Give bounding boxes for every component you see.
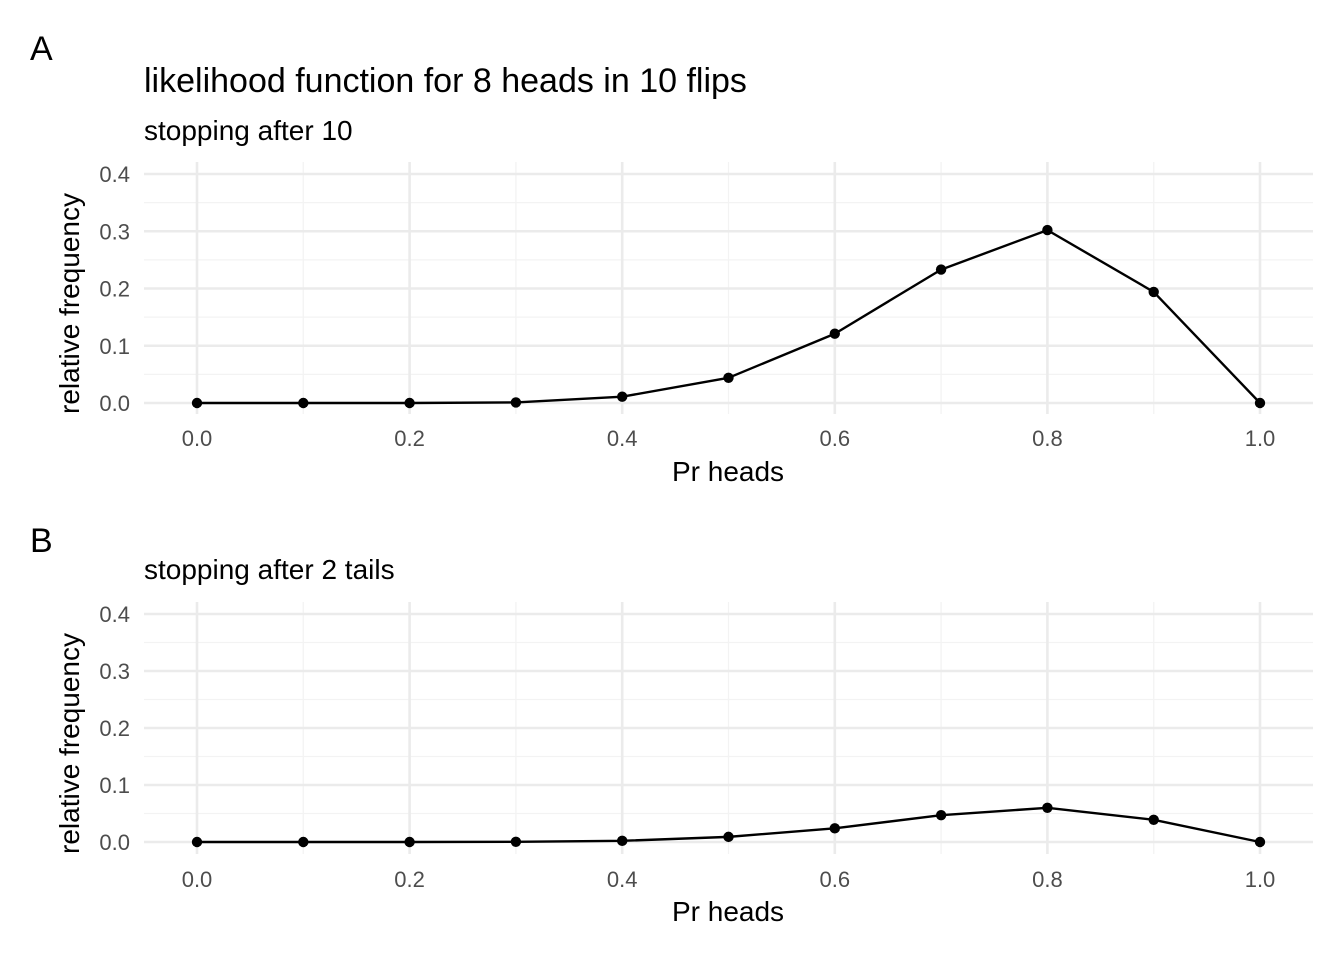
panel-a-x-axis-label: Pr heads [671, 456, 785, 487]
panel-b-x-axis-label: Pr heads [671, 896, 785, 927]
panel-a-y-tick-label: 0.2 [99, 277, 130, 302]
panel-a-data-point [723, 372, 734, 384]
panel-b-data-point [1148, 814, 1159, 825]
panel-b-x-tick-label: 0.8 [1032, 867, 1063, 892]
panel-a-data-point [617, 391, 628, 402]
panel-a-subtitle: stopping after 10 [144, 115, 353, 146]
panel-a-data-point [1042, 224, 1053, 236]
panel-a-x-tick-label: 0.6 [820, 426, 851, 451]
panel-a-data-point [298, 397, 309, 409]
panel-b-data-point [191, 836, 203, 848]
panel-b-y-tick-label: 0.2 [99, 716, 130, 741]
panel-a-data-point [191, 397, 203, 409]
panel-a-y-tick-label: 0.1 [99, 334, 130, 359]
panel-b-y-tick-label: 0.4 [99, 602, 130, 627]
panel-tag-a: A [30, 30, 53, 68]
panel-b-data-point [298, 836, 309, 848]
panel-tag-b: B [30, 522, 53, 560]
panel-b-x-tick-label: 0.2 [394, 867, 425, 892]
panel-b-x-tick-label: 1.0 [1245, 867, 1276, 892]
panel-b-y-tick-label: 0.1 [99, 773, 130, 798]
panel-a-x-tick-label: 0.2 [394, 426, 425, 451]
panel-b-data-point [1042, 802, 1053, 813]
panel-a-data-point [510, 397, 522, 408]
panel-a-data-point [829, 328, 840, 339]
panel-a-y-tick-label: 0.3 [99, 219, 130, 244]
panel-b-y-tick-label: 0.3 [99, 659, 130, 684]
panel-a-x-tick-label: 0.0 [182, 426, 213, 451]
panel-a-x-tick-label: 0.8 [1032, 426, 1063, 451]
panel-b-x-tick-label: 0.0 [182, 867, 213, 892]
panel-b-data-point [404, 836, 415, 848]
panel-a-y-tick-label: 0.0 [99, 391, 130, 416]
panel-a-data-point [1254, 397, 1266, 409]
panel-b-y-tick-label: 0.0 [99, 830, 130, 855]
panel-a-y-tick-label: 0.4 [99, 162, 130, 187]
panel-b-data-point [723, 831, 734, 843]
panel-a-data-point [1148, 286, 1159, 298]
panel-b-x-tick-label: 0.4 [607, 867, 638, 892]
chart-title: likelihood function for 8 heads in 10 fl… [144, 62, 747, 100]
panel-b-data-point [829, 823, 840, 834]
panel-b-data-point [935, 810, 947, 821]
panel-a-data-point [404, 397, 415, 409]
panel-a-x-tick-label: 1.0 [1245, 426, 1276, 451]
panel-a-data-point [935, 264, 947, 275]
panel-b-data-point [617, 835, 628, 847]
panel-b-subtitle: stopping after 2 tails [144, 554, 395, 585]
panel-b-data-point [510, 836, 522, 847]
panel-b-x-tick-label: 0.6 [820, 867, 851, 892]
panel-b-data-point [1254, 836, 1266, 848]
panel-a-x-tick-label: 0.4 [607, 426, 638, 451]
